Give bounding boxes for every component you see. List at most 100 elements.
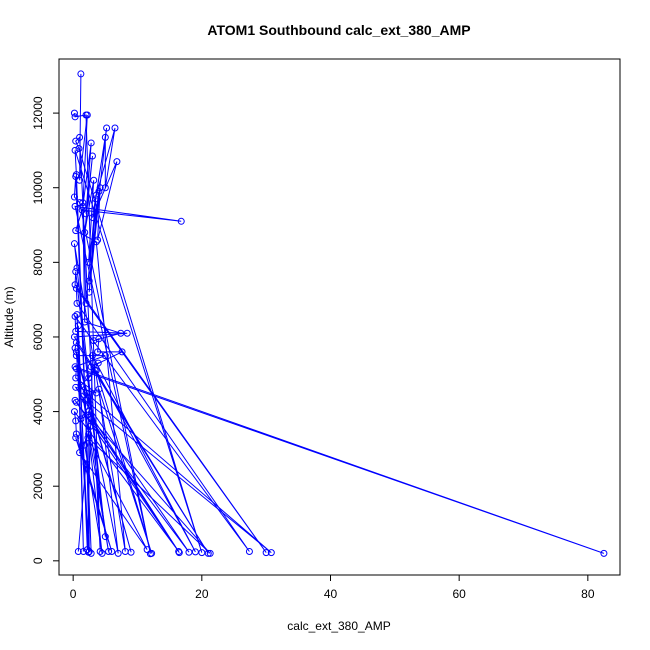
data-point: [70, 109, 78, 117]
data-point: [95, 335, 103, 343]
data-point: [77, 381, 85, 389]
data-point: [71, 202, 79, 210]
data-point: [600, 549, 608, 557]
data-point: [245, 547, 253, 555]
series-line: [75, 73, 272, 554]
data-point: [204, 549, 212, 557]
data-point: [81, 318, 89, 326]
data-point: [85, 408, 93, 416]
data-point: [70, 240, 78, 248]
data-point: [74, 322, 82, 330]
plot-area: [70, 70, 608, 558]
chart-title: ATOM1 Southbound calc_ext_380_AMP: [207, 22, 470, 38]
data-point: [85, 277, 93, 285]
data-point: [114, 549, 122, 557]
data-point: [76, 133, 84, 141]
data-point: [73, 264, 81, 272]
data-point: [79, 199, 87, 207]
y-tick-label: 10000: [31, 171, 45, 205]
data-point: [71, 312, 79, 320]
data-point: [143, 546, 151, 554]
data-point: [86, 400, 94, 408]
data-point: [92, 367, 100, 375]
data-point: [96, 184, 104, 192]
data-point: [108, 547, 116, 555]
series-1: [70, 109, 608, 558]
y-axis: 0 2000 4000 6000 8000 10000 12000: [31, 96, 60, 564]
data-point: [95, 385, 103, 393]
data-point: [267, 549, 275, 557]
data-point: [92, 195, 100, 203]
x-axis-label: calc_ext_380_AMP: [287, 619, 390, 633]
data-point: [71, 113, 79, 121]
data-point: [85, 430, 93, 438]
data-point: [85, 258, 93, 266]
data-point: [75, 145, 83, 153]
x-tick-label: 40: [324, 587, 338, 601]
data-point: [262, 549, 270, 557]
data-point: [117, 329, 125, 337]
data-point: [94, 359, 102, 367]
data-point: [70, 408, 78, 416]
data-point: [77, 415, 85, 423]
data-point: [101, 184, 109, 192]
data-point: [85, 374, 93, 382]
data-point: [84, 434, 92, 442]
data-point: [82, 299, 90, 307]
y-axis-label: Altitude (m): [2, 286, 16, 347]
data-point: [98, 549, 106, 557]
data-point: [206, 549, 214, 557]
data-point: [105, 547, 113, 555]
data-point: [113, 158, 121, 166]
data-point: [177, 217, 185, 225]
data-point: [71, 396, 79, 404]
data-point: [71, 281, 79, 289]
data-point: [175, 549, 183, 557]
y-tick-label: 2000: [31, 473, 45, 500]
data-point: [82, 389, 90, 397]
data-point: [86, 423, 94, 431]
data-point: [88, 214, 96, 222]
data-point: [148, 549, 156, 557]
data-point: [73, 311, 81, 319]
data-point: [118, 348, 126, 356]
data-point: [72, 227, 80, 235]
data-point: [85, 288, 93, 296]
data-point: [191, 548, 199, 556]
x-axis: 0 20 40 60 80: [70, 574, 595, 601]
data-point: [90, 176, 98, 184]
data-point: [72, 434, 80, 442]
x-tick-label: 20: [195, 587, 209, 601]
series-line: [73, 113, 605, 554]
data-point: [73, 299, 81, 307]
data-point: [101, 133, 109, 141]
data-point: [87, 363, 95, 371]
data-point: [77, 70, 85, 78]
data-point: [72, 430, 80, 438]
x-tick-label: 0: [70, 587, 77, 601]
data-point: [88, 352, 96, 360]
data-point: [76, 176, 84, 184]
data-point: [87, 415, 95, 423]
data-point: [85, 548, 93, 556]
y-tick-label: 0: [31, 557, 45, 564]
data-point: [72, 348, 80, 356]
data-point: [92, 191, 100, 199]
data-point: [198, 549, 206, 557]
data-point: [71, 146, 79, 154]
series-2: [72, 70, 275, 557]
data-point: [83, 411, 91, 419]
data-point: [82, 210, 90, 218]
y-tick-label: 12000: [31, 96, 45, 130]
data-point: [72, 268, 80, 276]
data-point: [96, 547, 104, 555]
y-tick-label: 6000: [31, 323, 45, 350]
data-point: [127, 548, 135, 556]
data-point: [81, 441, 89, 449]
data-point: [111, 124, 119, 132]
data-point: [74, 547, 82, 555]
data-point: [79, 202, 87, 210]
data-point: [78, 206, 86, 214]
data-point: [94, 348, 102, 356]
